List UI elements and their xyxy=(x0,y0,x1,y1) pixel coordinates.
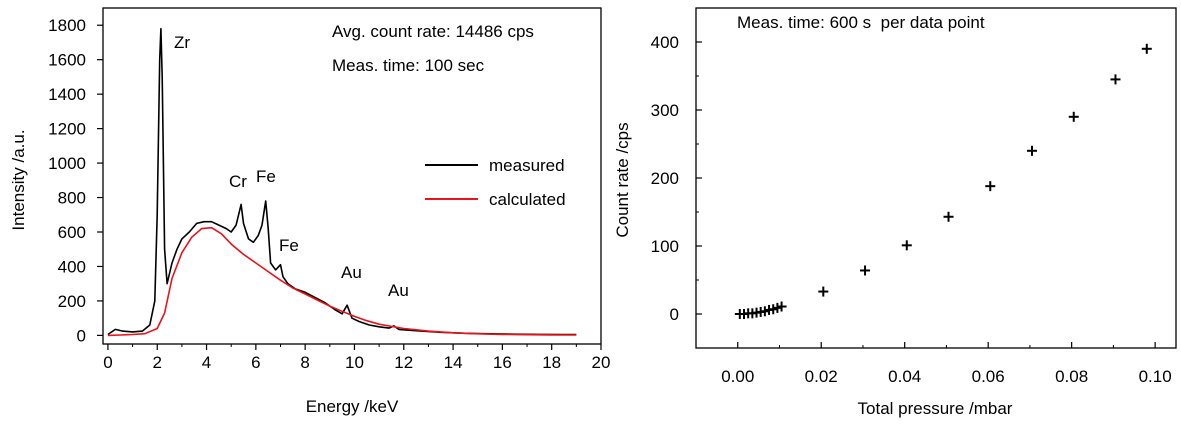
y-tick-label: 1800 xyxy=(48,16,86,35)
data-point xyxy=(860,265,871,276)
spectrum-x-axis-label: Energy /keV xyxy=(306,397,399,416)
x-tick-label: 20 xyxy=(592,353,611,372)
legend-label-calculated: calculated xyxy=(489,190,566,209)
data-point xyxy=(1110,74,1121,85)
y-tick-label: 0 xyxy=(77,326,86,345)
x-tick-label: 12 xyxy=(394,353,413,372)
x-tick-label: 14 xyxy=(444,353,463,372)
peak-label-au-l-alpha: Au xyxy=(341,263,362,282)
spectrum-legend: measured calculated xyxy=(425,156,566,209)
x-tick-label: 0.04 xyxy=(888,367,921,386)
y-tick-label: 0 xyxy=(670,305,679,324)
y-tick-label: 1200 xyxy=(48,120,86,139)
data-point xyxy=(901,240,912,251)
spectrum-annotation-meas-time: Meas. time: 100 sec xyxy=(332,56,485,75)
x-tick-label: 4 xyxy=(202,353,211,372)
pressure-y-axis-label: Count rate /cps xyxy=(613,122,632,237)
pressure-ticks: 0.00 0.02 0.04 0.06 0.08 0.10 0 100 200 300 400 xyxy=(651,33,1172,386)
y-tick-label: 200 xyxy=(651,169,679,188)
y-tick-label: 1600 xyxy=(48,51,86,70)
y-tick-label: 200 xyxy=(58,292,86,311)
x-tick-label: 2 xyxy=(153,353,162,372)
x-tick-label: 0 xyxy=(103,353,112,372)
peak-label-fe-beta: Fe xyxy=(279,236,299,255)
data-point xyxy=(943,211,954,222)
spectrum-annotation-count-rate: Avg. count rate: 14486 cps xyxy=(332,22,534,41)
peak-label-cr: Cr xyxy=(229,172,247,191)
pressure-series-group xyxy=(734,43,1152,319)
series-line-measured xyxy=(107,27,577,336)
pressure-x-axis-label: Total pressure /mbar xyxy=(858,399,1013,418)
x-tick-label: 0.02 xyxy=(805,367,838,386)
data-point xyxy=(776,301,787,312)
y-tick-label: 400 xyxy=(58,257,86,276)
data-point xyxy=(1068,111,1079,122)
spectrum-chart: 0 2 4 6 8 10 12 14 16 18 2002004006008001000120014… xyxy=(9,7,610,416)
spectrum-ticks: 0 2 4 6 8 10 12 14 16 18 2002004006008001000120014… xyxy=(48,16,610,372)
y-tick-label: 1400 xyxy=(48,85,86,104)
legend-label-measured: measured xyxy=(489,156,565,175)
x-tick-label: 8 xyxy=(300,353,309,372)
y-tick-label: 300 xyxy=(651,101,679,120)
pressure-annotation-meas-time: Meas. time: 600 s per data point xyxy=(737,13,985,32)
data-point xyxy=(1027,145,1037,156)
data-point xyxy=(985,181,996,192)
x-tick-label: 0.06 xyxy=(972,367,1005,386)
x-tick-label: 0.08 xyxy=(1055,367,1088,386)
pressure-chart: 0.00 0.02 0.04 0.06 0.08 0.10 0 100 200 300 400 Me… xyxy=(613,7,1177,418)
peak-label-zr: Zr xyxy=(174,33,190,52)
data-point xyxy=(1141,43,1152,54)
x-tick-label: 16 xyxy=(493,353,512,372)
x-tick-label: 10 xyxy=(345,353,364,372)
spectrum-y-axis-label: Intensity /a.u. xyxy=(9,129,28,230)
y-tick-label: 1000 xyxy=(48,154,86,173)
y-tick-label: 100 xyxy=(651,237,679,256)
y-tick-label: 600 xyxy=(58,223,86,242)
peak-label-fe-alpha: Fe xyxy=(256,167,276,186)
spectrum-plot-frame xyxy=(102,7,602,345)
x-tick-label: 6 xyxy=(251,353,260,372)
x-tick-label: 0.00 xyxy=(721,367,754,386)
pressure-plot-frame xyxy=(695,7,1177,349)
x-tick-label: 18 xyxy=(542,353,561,372)
y-tick-label: 800 xyxy=(58,189,86,208)
data-point xyxy=(818,286,829,297)
series-line-calculated xyxy=(107,226,577,337)
spectrum-series-group xyxy=(107,27,577,337)
x-tick-label: 0.10 xyxy=(1139,367,1172,386)
peak-label-au-l-beta: Au xyxy=(388,281,409,300)
y-tick-label: 400 xyxy=(651,33,679,52)
